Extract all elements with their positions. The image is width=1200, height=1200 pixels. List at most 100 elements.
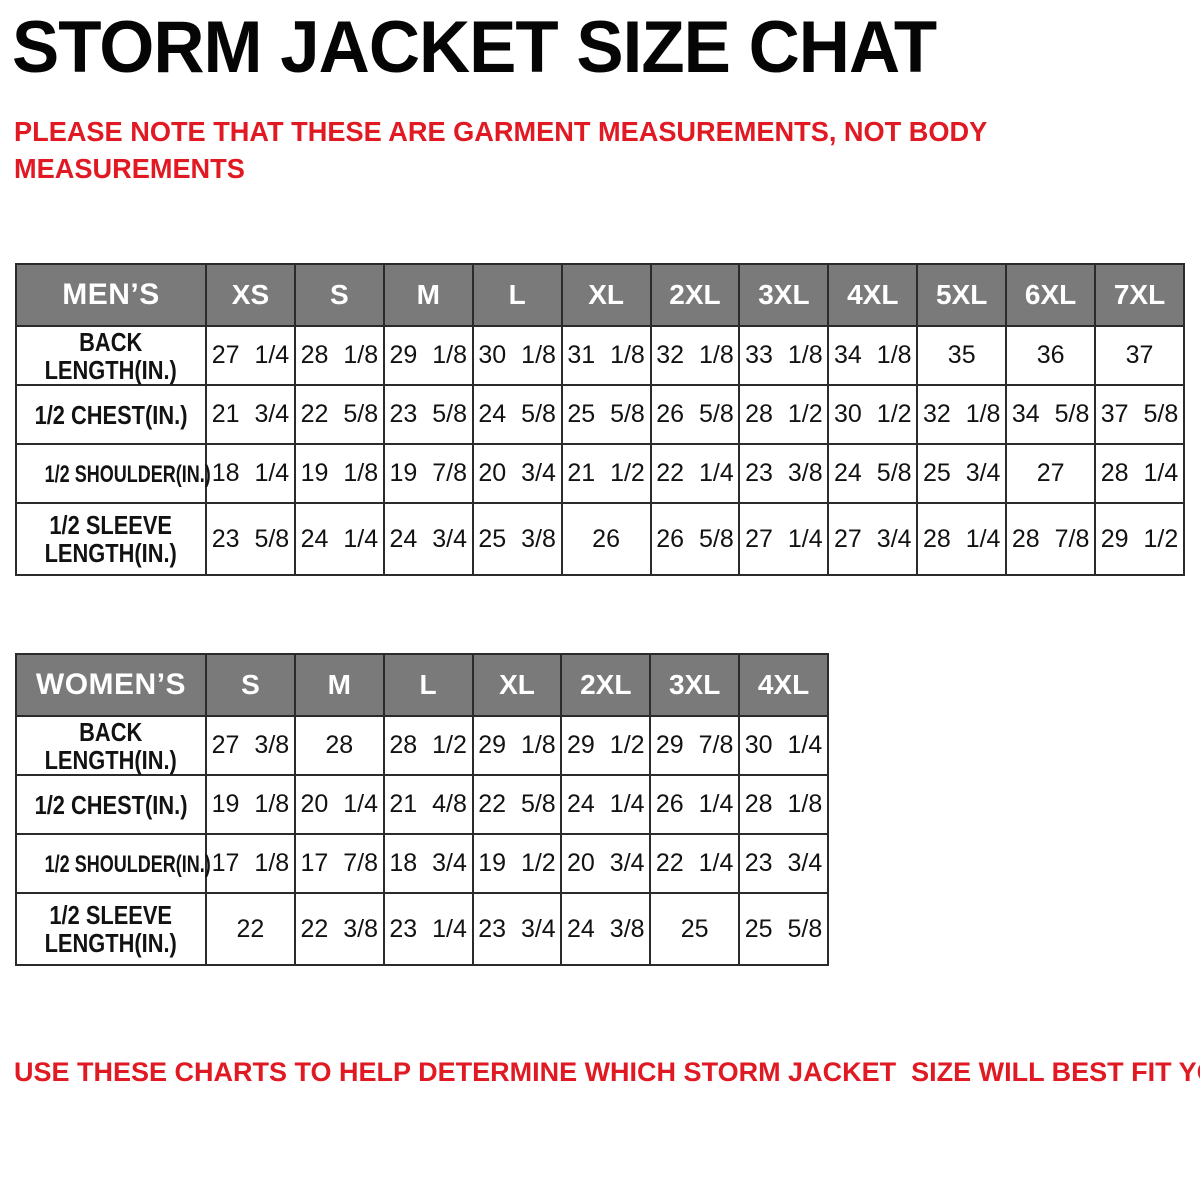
size-value: 25 3/8 xyxy=(471,502,563,576)
size-column-header: M xyxy=(293,653,385,717)
size-value: 26 5/8 xyxy=(649,502,741,576)
table-row: 1/2 SHOULDER(IN.) 18 1/4 19 1/8 19 7/8 20 3/… xyxy=(15,443,1185,504)
size-value: 23 5/8 xyxy=(205,502,296,576)
size-value: 32 1/8 xyxy=(916,384,1008,445)
footer-text: USE THESE CHARTS TO HELP DETERMINE WHICH… xyxy=(14,1057,1200,1087)
table-row: BACK LENGTH(IN.) 27 1/4 28 1/8 29 1/8 30 1/8 3… xyxy=(15,325,1185,386)
size-column-header: 3XL xyxy=(738,263,830,327)
table-row: 1/2 SHOULDER(IN.) 17 1/8 17 7/8 18 3/4 19 1/… xyxy=(15,833,829,894)
size-value: 26 xyxy=(560,502,652,576)
size-value: 24 5/8 xyxy=(471,384,563,445)
size-value: 28 1/4 xyxy=(916,502,1008,576)
table-row: 1/2 CHEST(IN.) 19 1/8 20 1/4 21 4/8 22 5/8 24… xyxy=(15,774,829,835)
size-value: 22 1/4 xyxy=(649,833,741,894)
size-value: 17 7/8 xyxy=(293,833,385,894)
size-column-header: S xyxy=(293,263,385,327)
size-value: 32 1/8 xyxy=(649,325,741,386)
size-column-header: L xyxy=(471,263,563,327)
table-header-row: MEN’S XS S M L XL 2XL 3XL 4XL 5XL 6XL 7XL xyxy=(15,263,1185,327)
size-value: 23 1/4 xyxy=(382,892,474,966)
size-value: 29 1/8 xyxy=(471,715,563,776)
size-value: 29 1/2 xyxy=(1094,502,1185,576)
row-label: 1/2 CHEST(IN.) xyxy=(15,384,207,445)
size-value: 20 3/4 xyxy=(471,443,563,504)
size-value: 22 5/8 xyxy=(471,774,563,835)
size-value: 21 1/2 xyxy=(560,443,652,504)
size-value: 28 1/8 xyxy=(738,774,829,835)
table-row: 1/2 SLEEVE LENGTH(IN.) 23 5/8 24 1/4 24 3/4 2… xyxy=(15,502,1185,576)
size-value: 22 5/8 xyxy=(293,384,385,445)
mens-size-table: MEN’S XS S M L XL 2XL 3XL 4XL 5XL 6XL 7XL BACK LENGTH… xyxy=(15,263,1185,576)
size-value: 21 4/8 xyxy=(382,774,474,835)
size-value: 23 3/4 xyxy=(738,833,829,894)
size-value: 27 1/4 xyxy=(205,325,296,386)
size-value: 28 1/2 xyxy=(738,384,830,445)
size-value: 27 3/8 xyxy=(205,715,296,776)
size-value: 28 1/2 xyxy=(382,715,474,776)
size-value: 23 3/4 xyxy=(471,892,563,966)
size-value: 25 xyxy=(649,892,741,966)
size-value: 34 5/8 xyxy=(1005,384,1097,445)
size-value: 22 1/4 xyxy=(649,443,741,504)
size-value: 20 1/4 xyxy=(293,774,385,835)
size-value: 37 xyxy=(1094,325,1185,386)
size-value: 28 xyxy=(293,715,385,776)
garment-measurement-note: PLEASE NOTE THAT THESE ARE GARMENT MEASU… xyxy=(14,116,988,184)
size-value: 22 xyxy=(205,892,296,966)
size-value: 28 1/8 xyxy=(293,325,385,386)
row-label: 1/2 SLEEVE LENGTH(IN.) xyxy=(15,892,207,966)
row-label: 1/2 SHOULDER(IN.) xyxy=(15,443,211,504)
size-value: 27 1/4 xyxy=(738,502,830,576)
table-header-row: WOMEN’S S M L XL 2XL 3XL 4XL xyxy=(15,653,829,717)
size-value: 30 1/4 xyxy=(738,715,829,776)
row-label: 1/2 SHOULDER(IN.) xyxy=(15,833,211,894)
size-column-header: 5XL xyxy=(916,263,1008,327)
size-value: 24 3/4 xyxy=(382,502,474,576)
size-value: 22 3/8 xyxy=(293,892,385,966)
size-column-header: L xyxy=(382,653,474,717)
size-value: 18 3/4 xyxy=(382,833,474,894)
size-value: 31 1/8 xyxy=(560,325,652,386)
size-value: 24 5/8 xyxy=(827,443,919,504)
size-value: 25 5/8 xyxy=(738,892,829,966)
size-column-header: M xyxy=(382,263,474,327)
size-value: 20 3/4 xyxy=(560,833,652,894)
size-column-header: XL xyxy=(560,263,652,327)
size-value: 27 xyxy=(1005,443,1097,504)
size-column-header: 3XL xyxy=(649,653,741,717)
size-column-header: 4XL xyxy=(827,263,919,327)
size-column-header: 2XL xyxy=(649,263,741,327)
size-value: 28 7/8 xyxy=(1005,502,1097,576)
womens-size-table: WOMEN’S S M L XL 2XL 3XL 4XL BACK LENGTH(IN.) 27 3… xyxy=(15,653,829,966)
size-value: 24 1/4 xyxy=(293,502,385,576)
size-column-header: S xyxy=(205,653,296,717)
size-value: 36 xyxy=(1005,325,1097,386)
size-value: 30 1/2 xyxy=(827,384,919,445)
table-row: BACK LENGTH(IN.) 27 3/8 28 28 1/2 29 1/8 29 1/… xyxy=(15,715,829,776)
size-value: 24 1/4 xyxy=(560,774,652,835)
size-value: 19 7/8 xyxy=(382,443,474,504)
row-label: BACK LENGTH(IN.) xyxy=(15,715,207,776)
size-value: 27 3/4 xyxy=(827,502,919,576)
size-column-header: 4XL xyxy=(738,653,829,717)
row-label: 1/2 CHEST(IN.) xyxy=(15,774,207,835)
size-value: 18 1/4 xyxy=(205,443,296,504)
size-value: 30 1/8 xyxy=(471,325,563,386)
size-column-header: 7XL xyxy=(1094,263,1185,327)
size-value: 26 5/8 xyxy=(649,384,741,445)
size-value: 25 5/8 xyxy=(560,384,652,445)
size-value: 19 1/2 xyxy=(471,833,563,894)
size-value: 29 1/8 xyxy=(382,325,474,386)
size-value: 23 3/8 xyxy=(738,443,830,504)
size-column-header: 2XL xyxy=(560,653,652,717)
size-value: 29 7/8 xyxy=(649,715,741,776)
size-column-header: XL xyxy=(471,653,563,717)
size-value: 33 1/8 xyxy=(738,325,830,386)
size-value: 23 5/8 xyxy=(382,384,474,445)
size-column-header: 6XL xyxy=(1005,263,1097,327)
size-value: 17 1/8 xyxy=(205,833,296,894)
table-title-cell: WOMEN’S xyxy=(15,653,207,717)
size-value: 37 5/8 xyxy=(1094,384,1185,445)
table-title-cell: MEN’S xyxy=(15,263,207,327)
